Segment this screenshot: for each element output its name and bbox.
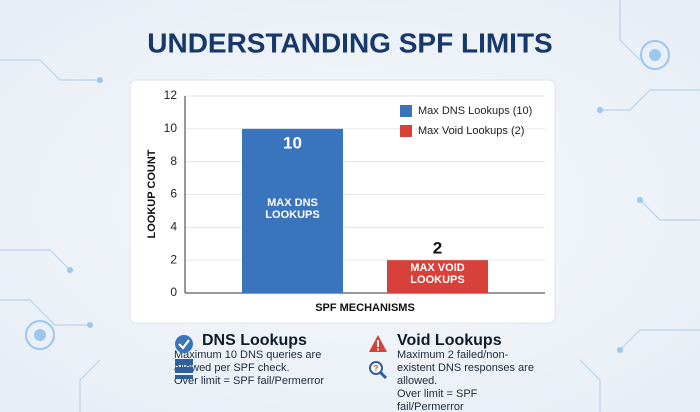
bar-label: MAX DNS LOOKUPS [265,196,320,221]
y-tick-label: 4 [170,220,177,234]
bar [387,260,488,293]
y-tick-label: 6 [170,187,177,201]
y-tick-label: 0 [170,285,177,299]
y-tick-label: 12 [164,88,178,102]
svg-text:?: ? [374,364,379,373]
check-icon [175,335,193,353]
info-title: DNS Lookups [202,332,307,349]
server-icon [175,359,193,379]
y-axis-label: LOOKUP COUNT [146,149,158,238]
value-label: 2 [433,239,442,258]
bar-label-text: MAX DNS LOOKUPS [265,196,320,221]
y-tick-label: 8 [170,154,177,168]
info-note: Over limit = SPF fail/Permerror [174,375,325,387]
x-axis-label: SPF MECHANISMS [315,302,415,314]
chart-title: UNDERSTANDING SPF LIMITS [147,27,552,58]
y-tick-label: 10 [164,121,178,135]
info-title: Void Lookups [397,332,502,349]
value-label: 10 [283,133,302,152]
legend-swatch [400,105,412,117]
info-dns: DNS Lookups Maximum 10 DNS queries are a… [172,332,342,388]
legend-label: Max DNS Lookups (10) [418,105,532,117]
bar [242,128,343,293]
info-description: Maximum 2 failed/non-existent DNS respon… [397,349,534,387]
legend-swatch [400,125,412,137]
info-description: Maximum 10 DNS queries are allowed per S… [174,349,322,374]
legend-label: Max Void Lookups (2) [418,125,524,137]
info-void: ? Void Lookups Maximum 2 failed/non-exis… [368,332,538,412]
bar-label-text: MAX VOID LOOKUPS [410,262,465,287]
y-tick-label: 2 [170,252,177,266]
warning-icon [369,335,387,352]
search-icon: ? [369,361,388,380]
info-note: Over limit = SPF fail/Permerror [397,388,478,412]
bar-label: MAX VOID LOOKUPS [410,262,465,287]
circuit-nodes [25,40,670,353]
